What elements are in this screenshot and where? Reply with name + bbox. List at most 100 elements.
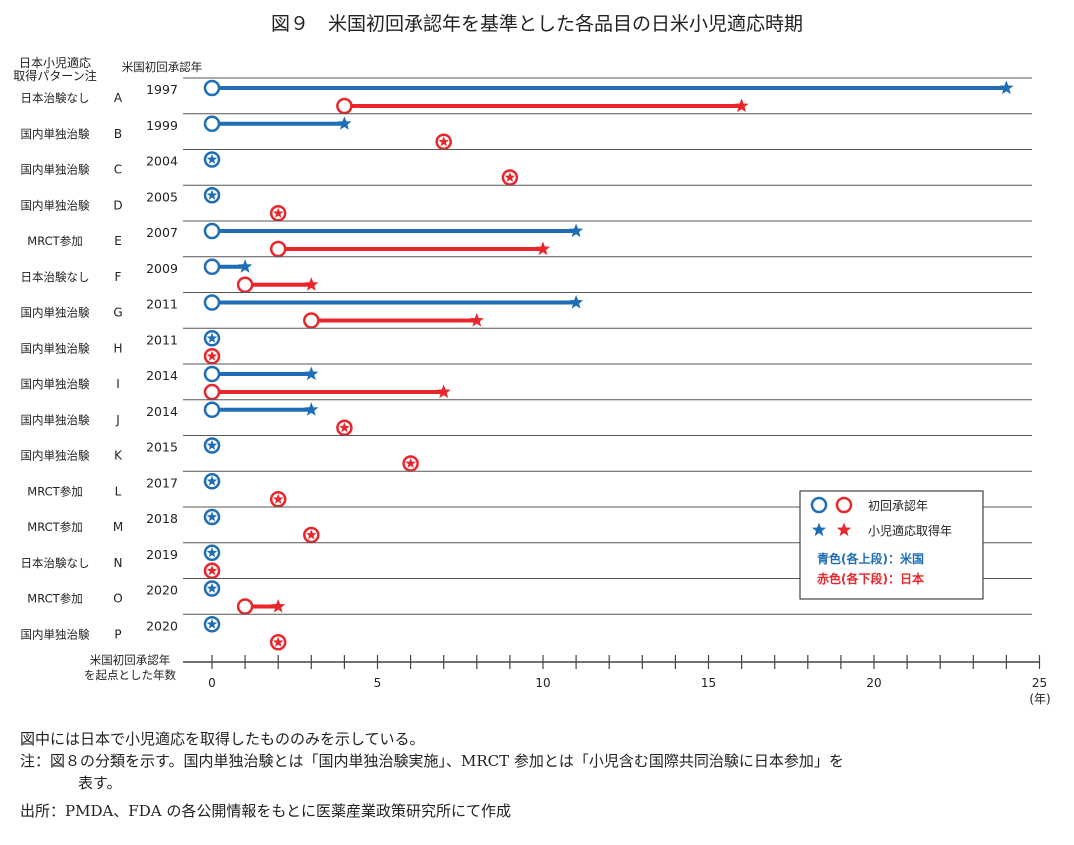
us-first-approval-marker: [203, 294, 221, 311]
legend-pediatric-label: 小児適応取得年: [868, 523, 952, 538]
jp-pediatric-star-marker: [405, 458, 416, 468]
legend-jp-star: [836, 522, 852, 537]
jp-pediatric-star-marker: [304, 277, 319, 291]
pattern-header: 取得パターン注: [13, 68, 96, 83]
jp-pediatric-star-marker: [273, 636, 284, 647]
row-us-year-label: 2018: [146, 511, 178, 526]
row-pattern-label: 国内単独治験: [21, 377, 90, 391]
row-pattern-label: 国内単独治験: [21, 198, 90, 212]
note-line-2b: 表す。: [78, 774, 122, 792]
us-pediatric-star-marker: [206, 189, 218, 200]
jp-pediatric-star-marker: [535, 241, 551, 256]
row-pattern-label: MRCT参加: [27, 592, 82, 606]
note-line-1: 図中には日本で小児適応を取得したもののみを示している。: [20, 730, 425, 748]
x-tick-label: 25: [1032, 676, 1047, 690]
row-pattern-label: MRCT参加: [27, 520, 82, 534]
legend-blue-note: 青色(各上段)：米国: [817, 551, 924, 566]
row-id-label: O: [113, 592, 122, 606]
row-pattern-label: 日本治験なし: [21, 270, 90, 284]
jp-pediatric-star-marker: [436, 384, 451, 399]
jp-pediatric-star-marker: [306, 529, 317, 540]
us-first-approval-marker: [203, 115, 221, 132]
row-us-year-label: 2020: [146, 583, 178, 598]
jp-pediatric-star-marker: [734, 98, 749, 113]
row-us-year-label: 2011: [146, 297, 178, 312]
us-first-approval-marker: [203, 365, 221, 383]
source-line: 出所：PMDA、FDA の各公開情報をもとに医薬産業政策研究所にて作成: [20, 802, 512, 820]
row-pattern-label: 国内単独治験: [21, 341, 90, 355]
jp-first-approval-marker: [236, 276, 254, 293]
jp-pediatric-star-marker: [469, 313, 484, 327]
us-pediatric-star-marker: [337, 116, 352, 130]
row-pattern-label: MRCT参加: [27, 234, 82, 248]
row-pattern-label: 日本治験なし: [21, 91, 90, 105]
us-pediatric-star-marker: [304, 402, 319, 416]
jp-pediatric-star-marker: [206, 565, 218, 576]
note-line-2: 注：図８の分類を示す。国内単独治験とは「国内単独治験実施」、MRCT 参加とは「…: [20, 752, 844, 770]
legend-jp-circle: [835, 496, 853, 514]
legend-us-circle: [810, 496, 828, 514]
footnotes: 図中には日本で小児適応を取得したもののみを示している。 注：図８の分類を示す。国…: [20, 728, 844, 822]
us-first-approval-marker: [203, 258, 221, 275]
row-us-year-label: 1999: [146, 118, 178, 133]
us-pediatric-star-marker: [238, 259, 253, 273]
x-axis-label: 米国初回承認年: [90, 653, 171, 667]
us-pediatric-star-marker: [206, 547, 218, 558]
row-id-label: L: [115, 484, 122, 498]
row-id-label: P: [114, 627, 121, 641]
row-pattern-label: 国内単独治験: [21, 627, 90, 641]
legend-first-approval-label: 初回承認年: [868, 498, 928, 513]
row-pattern-label: 国内単独治験: [21, 127, 90, 141]
row-us-year-label: 2004: [146, 154, 178, 169]
row-us-year-label: 1997: [146, 82, 178, 97]
row-pattern-label: MRCT参加: [27, 484, 82, 498]
row-id-label: I: [116, 377, 120, 391]
jp-pediatric-star-marker: [339, 422, 350, 433]
jp-first-approval-marker: [203, 383, 221, 401]
us-pediatric-star-marker: [304, 366, 319, 381]
x-unit-label: (年): [1029, 692, 1050, 706]
us-pediatric-star-marker: [206, 583, 218, 593]
row-us-year-label: 2019: [146, 547, 178, 562]
jp-pediatric-star-marker: [504, 172, 516, 182]
us-first-approval-marker: [203, 222, 221, 240]
row-id-label: J: [115, 413, 120, 427]
us-pediatric-star-marker: [206, 511, 218, 522]
row-pattern-label: 国内単独治験: [21, 449, 90, 463]
jp-pediatric-star-marker: [271, 599, 286, 613]
us-pediatric-star-marker: [999, 80, 1014, 95]
row-us-year-label: 2005: [146, 189, 178, 204]
jp-first-approval-marker: [336, 97, 353, 115]
x-axis-label: を起点とした年数: [84, 668, 176, 682]
row-us-year-label: 2011: [146, 332, 178, 347]
row-pattern-label: 国内単独治験: [21, 163, 90, 177]
us-first-approval-marker: [203, 401, 221, 418]
us-first-approval-marker: [203, 79, 221, 97]
row-pattern-label: 日本治験なし: [21, 556, 90, 570]
row-id-label: M: [113, 520, 123, 534]
jp-first-approval-marker: [303, 312, 320, 329]
year-header: 米国初回承認年: [122, 60, 203, 74]
row-id-label: E: [114, 234, 122, 248]
us-pediatric-star-marker: [206, 332, 218, 343]
row-id-label: D: [113, 198, 122, 212]
x-tick-label: 10: [535, 676, 550, 690]
legend-box: [799, 490, 984, 600]
row-us-year-label: 2020: [146, 618, 178, 633]
us-pediatric-star-marker: [569, 223, 584, 238]
x-tick-label: 5: [374, 676, 382, 690]
legend-us-star: [811, 522, 827, 537]
jp-pediatric-star-marker: [273, 493, 284, 504]
jp-pediatric-star-marker: [206, 350, 218, 361]
us-pediatric-star-marker: [206, 475, 218, 486]
us-pediatric-star-marker: [569, 295, 584, 309]
row-id-label: G: [113, 306, 122, 320]
us-pediatric-star-marker: [206, 440, 218, 450]
legend-red-note: 赤色(各下段)：日本: [817, 571, 924, 586]
row-id-label: F: [115, 270, 122, 284]
row-us-year-label: 2017: [146, 475, 178, 490]
row-us-year-label: 2015: [146, 440, 178, 455]
jp-first-approval-marker: [269, 240, 287, 258]
row-id-label: C: [114, 163, 122, 177]
row-us-year-label: 2007: [146, 225, 178, 240]
